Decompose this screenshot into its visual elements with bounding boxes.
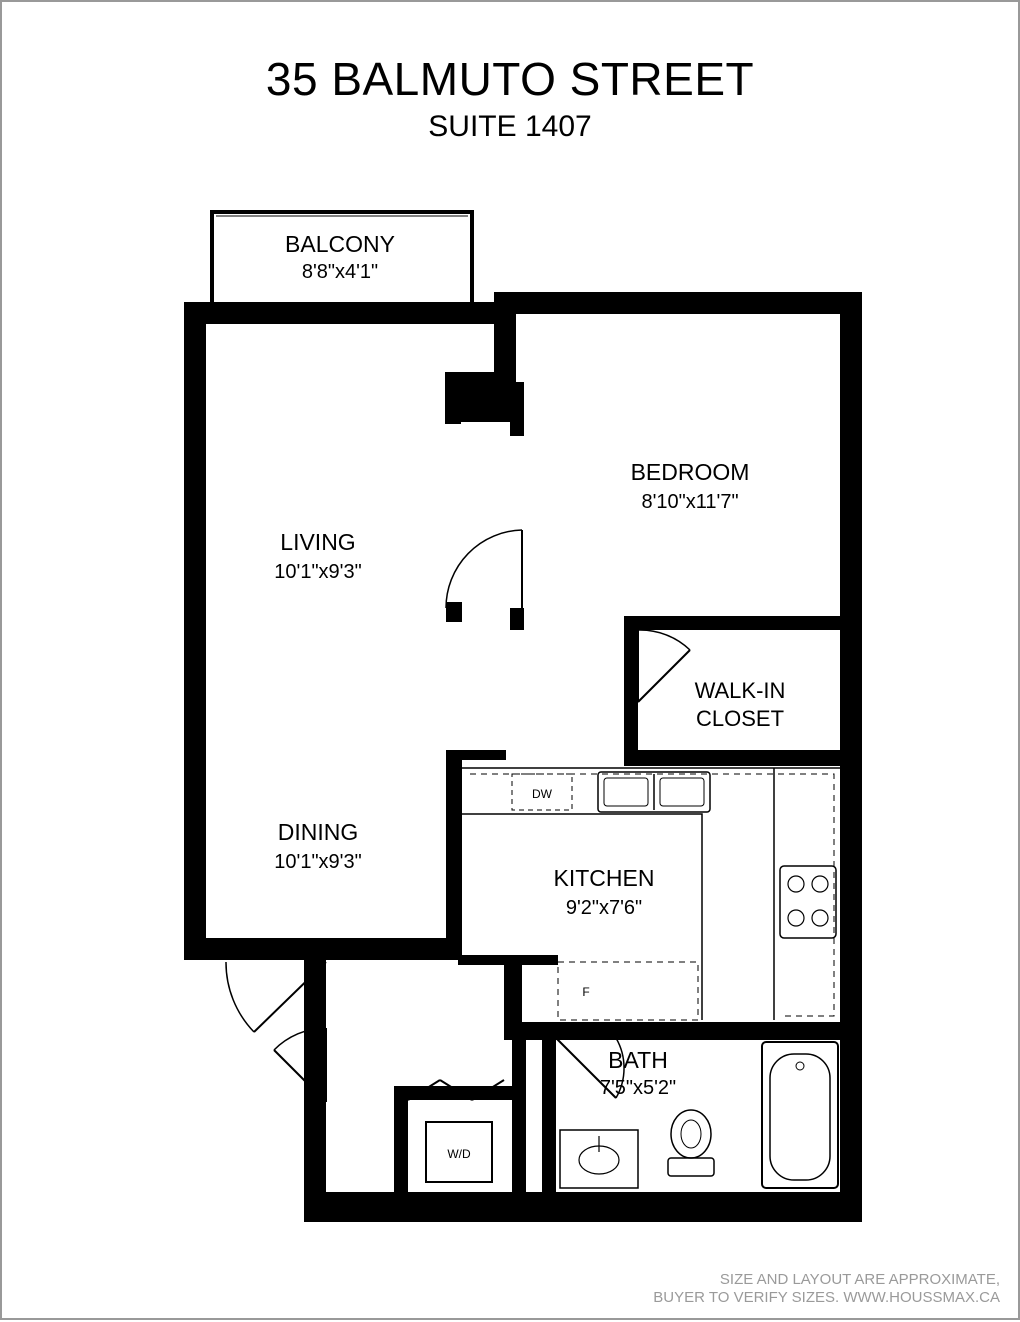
wd-label: W/D [447, 1147, 471, 1161]
bath-dim: 7'5"x5'2" [600, 1077, 676, 1099]
kitchen-name: KITCHEN [554, 865, 655, 891]
balcony-dim: 8'8"x4'1" [302, 261, 378, 283]
bedroom-name: BEDROOM [631, 459, 750, 485]
dw-label: DW [532, 787, 553, 801]
living-name: LIVING [280, 529, 355, 555]
wic-line2: CLOSET [696, 706, 784, 731]
room-labels: BALCONY 8'8"x4'1" LIVING 10'1"x9'3" DINI… [274, 231, 785, 1161]
wic-line1: WALK-IN [695, 678, 786, 703]
footer-line2: BUYER TO VERIFY SIZES. WWW.HOUSSMAX.CA [653, 1289, 1000, 1308]
dining-dim: 10'1"x9'3" [274, 851, 361, 873]
balcony-name: BALCONY [285, 231, 395, 257]
kitchen-dim: 9'2"x7'6" [566, 897, 642, 919]
f-label: F [582, 985, 589, 999]
footer: SIZE AND LAYOUT ARE APPROXIMATE, BUYER T… [653, 1271, 1000, 1309]
bath-name: BATH [608, 1047, 668, 1073]
dining-name: DINING [278, 819, 359, 845]
living-dim: 10'1"x9'3" [274, 561, 361, 583]
floor-plan-svg: BALCONY 8'8"x4'1" LIVING 10'1"x9'3" DINI… [2, 2, 1020, 1322]
footer-line1: SIZE AND LAYOUT ARE APPROXIMATE, [653, 1271, 1000, 1290]
bedroom-dim: 8'10"x11'7" [641, 491, 738, 513]
floor-plan-page: 35 BALMUTO STREET SUITE 1407 [0, 0, 1020, 1320]
